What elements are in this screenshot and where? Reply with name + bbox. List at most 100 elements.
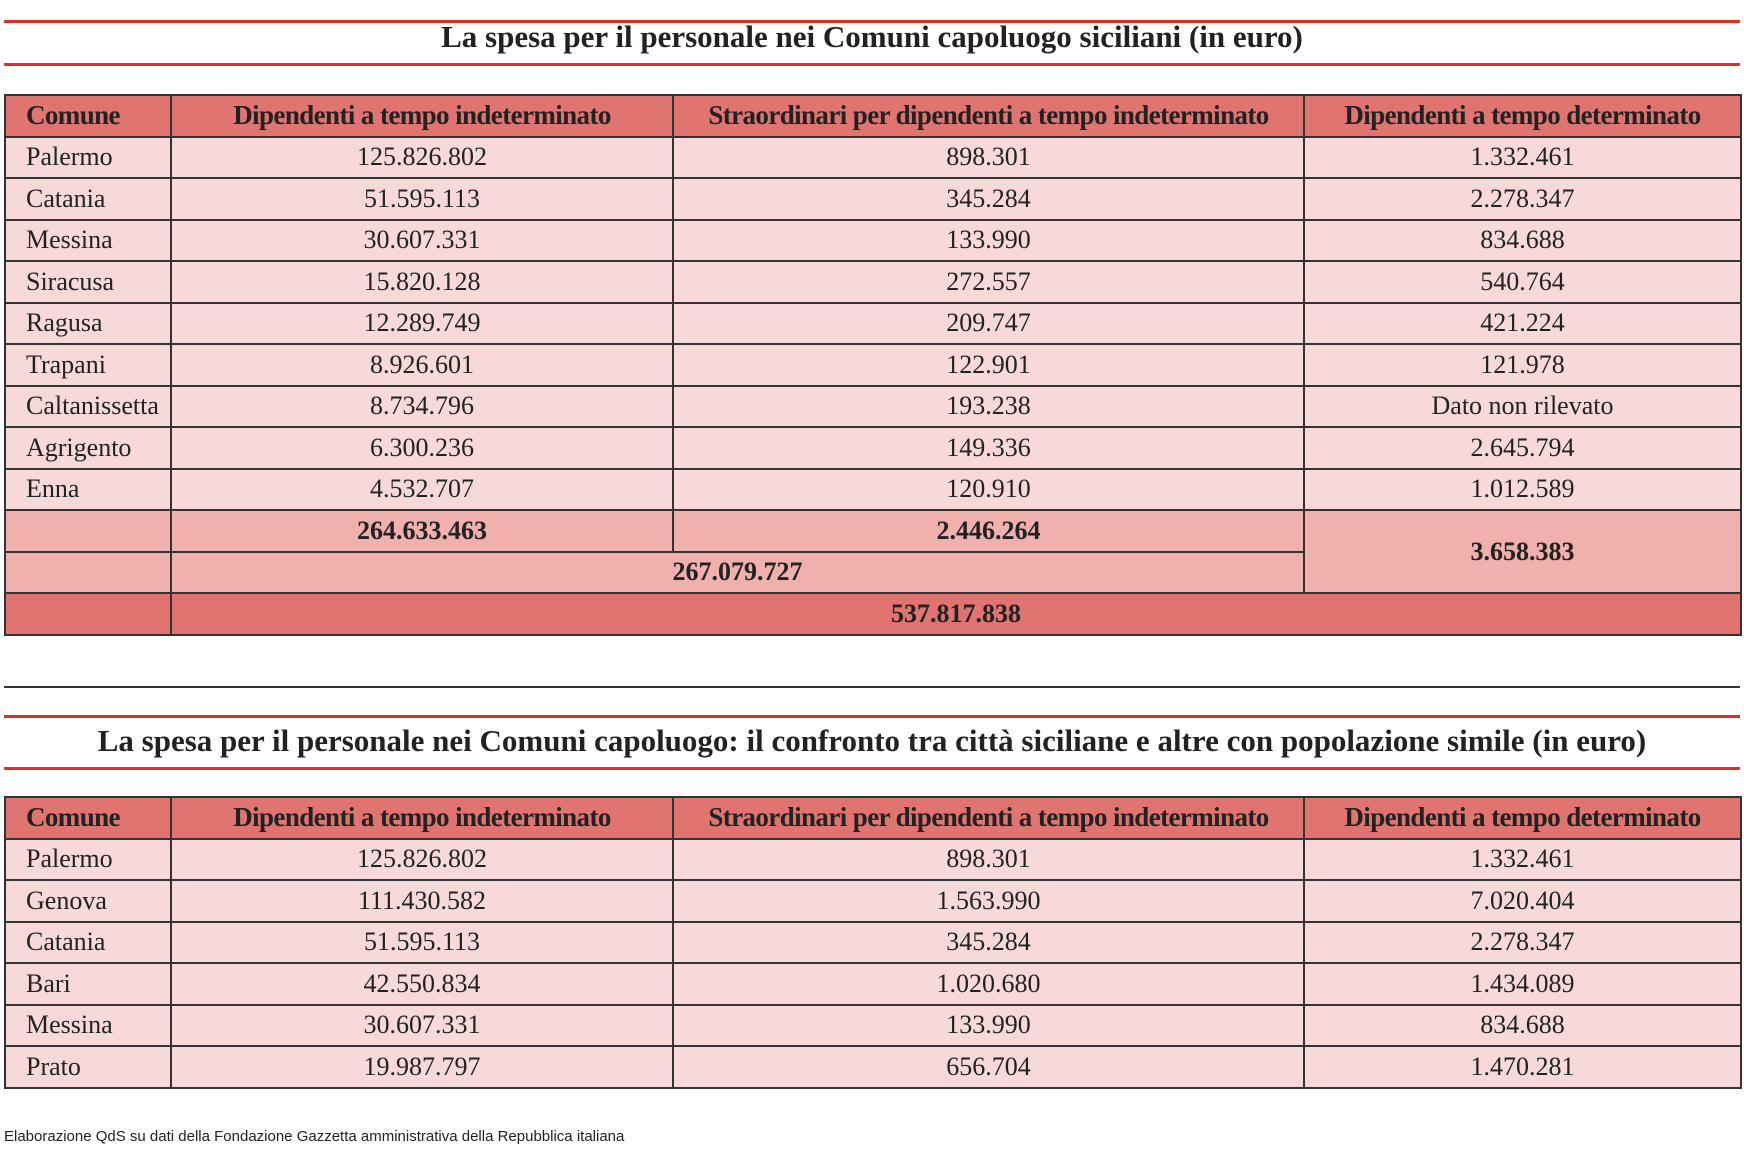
cell: 30.607.331 (170, 218, 674, 262)
cell: 51.595.113 (170, 177, 674, 221)
total-cell: 3.658.383 (1303, 509, 1742, 594)
subtotal-cell: 267.079.727 (170, 550, 1305, 594)
cell: 19.987.797 (170, 1045, 674, 1089)
cell: 1.434.089 (1303, 962, 1742, 1006)
cell: 272.557 (672, 260, 1305, 304)
cell: 2.278.347 (1303, 177, 1742, 221)
footnote: Elaborazione QdS su dati della Fondazion… (4, 1128, 625, 1145)
row: Prato 19.987.797 656.704 1.470.281 (4, 1045, 1742, 1089)
table: Comune Dipendenti a tempo indeterminato St… (4, 94, 1742, 636)
cell: Dato non rilevato (1303, 384, 1742, 428)
red-rule (4, 63, 1740, 66)
red-rule (4, 767, 1740, 770)
cell: 540.764 (1303, 260, 1742, 304)
table: Comune Dipendenti a tempo indeterminato St… (4, 796, 1742, 1089)
table-title: La spesa per il personale nei Comuni cap… (441, 19, 1303, 54)
header-cell: Dipendenti a tempo indeterminato (170, 94, 674, 138)
cell: 898.301 (672, 135, 1305, 179)
cell: 1.012.589 (1303, 467, 1742, 511)
cell: 1.470.281 (1303, 1045, 1742, 1089)
header-row: Comune Dipendenti a tempo indeterminato St… (4, 796, 1742, 840)
row: Messina 30.607.331 133.990 834.688 (4, 218, 1742, 262)
row: Messina 30.607.331 133.990 834.688 (4, 1003, 1742, 1047)
header-cell: Dipendenti a tempo indeterminato (170, 796, 674, 840)
total-cell: 264.633.463 (170, 509, 674, 553)
cell: 121.978 (1303, 343, 1742, 387)
row: Bari 42.550.834 1.020.680 1.434.089 (4, 962, 1742, 1006)
cell: 6.300.236 (170, 426, 674, 470)
cell: 8.926.601 (170, 343, 674, 387)
header-cell: Straordinari per dipendenti a tempo inde… (672, 796, 1305, 840)
cell: 30.607.331 (170, 1003, 674, 1047)
cell: 209.747 (672, 301, 1305, 345)
row: Catania 51.595.113 345.284 2.278.347 (4, 177, 1742, 221)
row: Palermo 125.826.802 898.301 1.332.461 (4, 837, 1742, 881)
cell: 15.820.128 (170, 260, 674, 304)
row: Caltanissetta 8.734.796 193.238 Dato non ri… (4, 384, 1742, 428)
row: Catania 51.595.113 345.284 2.278.347 (4, 920, 1742, 964)
total-cell: 2.446.264 (672, 509, 1305, 553)
cell: 125.826.802 (170, 135, 674, 179)
row: Trapani 8.926.601 122.901 121.978 (4, 343, 1742, 387)
cell: Genova (4, 879, 172, 923)
cell: 125.826.802 (170, 837, 674, 881)
row: Ragusa 12.289.749 209.747 421.224 (4, 301, 1742, 345)
cell: Bari (4, 962, 172, 1006)
empty-cell (4, 509, 172, 553)
grand-total-cell: 537.817.838 (170, 592, 1742, 636)
cell: 2.278.347 (1303, 920, 1742, 964)
cell: 8.734.796 (170, 384, 674, 428)
header-row: Comune Dipendenti a tempo indeterminato St… (4, 94, 1742, 138)
row: Palermo 125.826.802 898.301 1.332.461 (4, 135, 1742, 179)
totals-row: 264.633.463 2.446.264 3.658.383 (4, 509, 1742, 594)
cell: Catania (4, 177, 172, 221)
cell: 345.284 (672, 920, 1305, 964)
cell: Enna (4, 467, 172, 511)
red-rule (4, 20, 1740, 23)
cell: 1.563.990 (672, 879, 1305, 923)
cell: 133.990 (672, 218, 1305, 262)
cell: 2.645.794 (1303, 426, 1742, 470)
cell: 345.284 (672, 177, 1305, 221)
cell: 12.289.749 (170, 301, 674, 345)
row: Agrigento 6.300.236 149.336 2.645.794 (4, 426, 1742, 470)
cell: 1.332.461 (1303, 837, 1742, 881)
cell: 51.595.113 (170, 920, 674, 964)
cell: 122.901 (672, 343, 1305, 387)
cell: Messina (4, 218, 172, 262)
cell: 834.688 (1303, 218, 1742, 262)
empty-cell (4, 550, 172, 594)
cell: Ragusa (4, 301, 172, 345)
cell: 656.704 (672, 1045, 1305, 1089)
header-cell: Dipendenti a tempo determinato (1303, 94, 1742, 138)
red-rule (4, 715, 1740, 718)
cell: Agrigento (4, 426, 172, 470)
header-cell: Dipendenti a tempo determinato (1303, 796, 1742, 840)
row: Enna 4.532.707 120.910 1.012.589 (4, 467, 1742, 511)
grand-total-row: 537.817.838 (4, 592, 1742, 636)
header-cell: Comune (4, 94, 172, 138)
cell: 898.301 (672, 837, 1305, 881)
cell: 120.910 (672, 467, 1305, 511)
row: Siracusa 15.820.128 272.557 540.764 (4, 260, 1742, 304)
cell: Messina (4, 1003, 172, 1047)
empty-cell (4, 592, 172, 636)
cell: 42.550.834 (170, 962, 674, 1006)
cell: Caltanissetta (4, 384, 172, 428)
cell: 7.020.404 (1303, 879, 1742, 923)
header-cell: Straordinari per dipendenti a tempo inde… (672, 94, 1305, 138)
cell: 4.532.707 (170, 467, 674, 511)
cell: Catania (4, 920, 172, 964)
cell: 111.430.582 (170, 879, 674, 923)
cell: Siracusa (4, 260, 172, 304)
subtotal-row: 267.079.727 (4, 550, 1741, 594)
cell: 834.688 (1303, 1003, 1742, 1047)
cell: 193.238 (672, 384, 1305, 428)
cell: 133.990 (672, 1003, 1305, 1047)
cell: Prato (4, 1045, 172, 1089)
table-title: La spesa per il personale nei Comuni cap… (97, 723, 1647, 758)
cell: Trapani (4, 343, 172, 387)
cell: Palermo (4, 837, 172, 881)
cell: 1.020.680 (672, 962, 1305, 1006)
